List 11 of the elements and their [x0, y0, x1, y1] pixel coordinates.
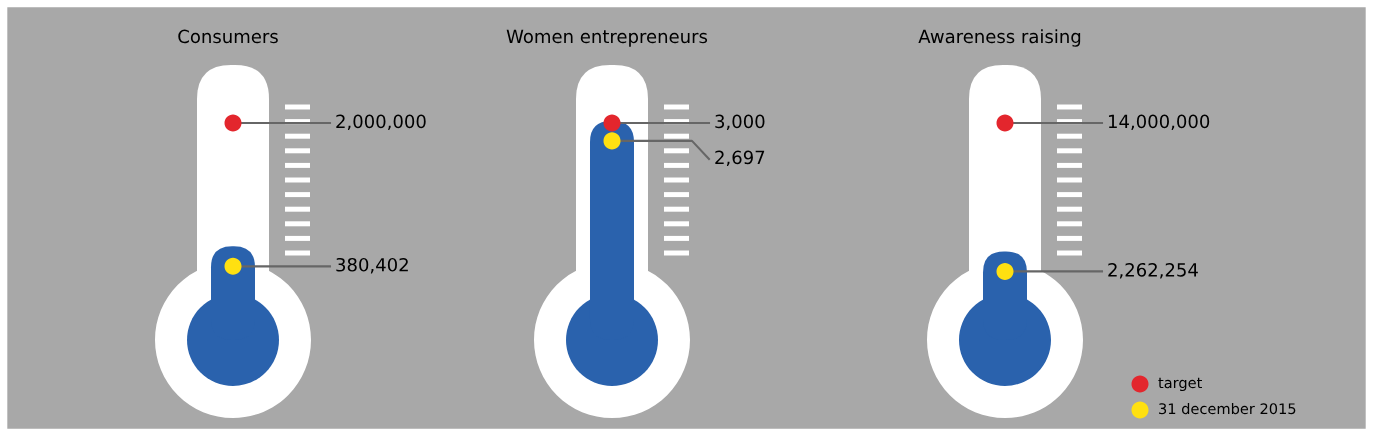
data-label: 2,262,254 [1108, 262, 1198, 279]
data-label: 2,000,000 [336, 114, 426, 131]
category-label: Awareness raising [918, 29, 1081, 47]
legend-label: 31 december 2015 [1159, 402, 1296, 415]
category-label: Consumers [178, 29, 278, 44]
data-label: 3,000 [715, 114, 765, 131]
data-label: 14,000,000 [1108, 114, 1210, 131]
category-label: Women entrepreneurs [506, 29, 708, 47]
legend-label: target [1158, 377, 1202, 392]
data-label: 380,402 [336, 257, 408, 274]
data-label: 2,697 [715, 150, 765, 167]
